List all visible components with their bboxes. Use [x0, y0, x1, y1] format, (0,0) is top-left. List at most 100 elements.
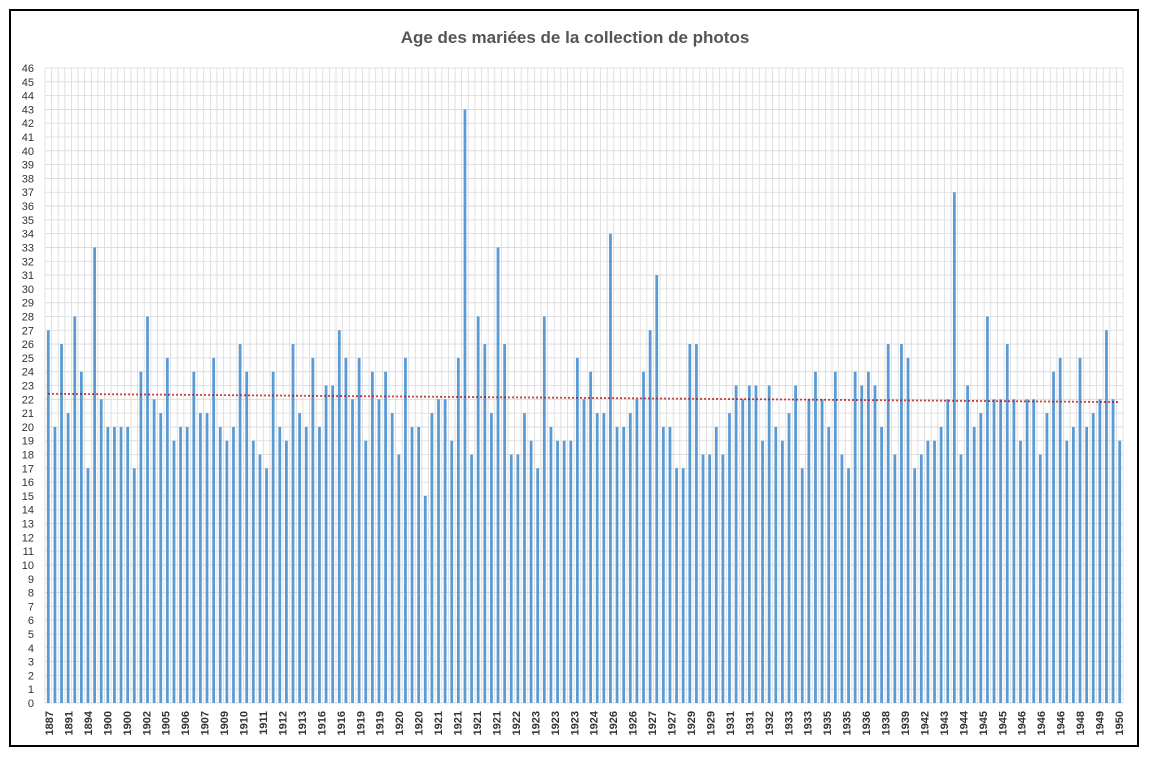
bar — [245, 371, 249, 703]
bar — [681, 468, 685, 703]
y-tick-label: 0 — [28, 698, 34, 710]
bar — [318, 426, 321, 703]
x-tick-label: 1919 — [355, 711, 367, 735]
x-tick-label: 1927 — [647, 711, 659, 735]
y-tick-label: 25 — [22, 353, 34, 365]
x-tick-label: 1929 — [686, 711, 698, 735]
y-tick-label: 28 — [22, 311, 34, 323]
bar — [1038, 454, 1042, 703]
bar — [1058, 357, 1062, 703]
x-axis-ticks: 1887 1891 1894 1900 1900 1902 1905 1906 1907 1909… — [44, 710, 1126, 735]
x-tick-label: 1920 — [394, 711, 406, 735]
x-tick-label: 1949 — [1095, 711, 1107, 735]
bar — [205, 413, 209, 703]
bar — [1105, 330, 1108, 703]
y-tick-label: 18 — [22, 450, 34, 462]
bar — [913, 468, 917, 703]
y-tick-label: 36 — [22, 201, 34, 213]
bar — [212, 357, 216, 703]
y-tick-label: 32 — [22, 256, 34, 268]
bar — [675, 468, 678, 703]
y-tick-label: 2 — [28, 670, 34, 682]
bar — [787, 413, 791, 703]
chart-title: Age des mariées de la collection de phot… — [400, 28, 750, 47]
x-tick-label: 1935 — [822, 711, 834, 735]
x-tick-label: 1921 — [472, 711, 484, 735]
y-tick-label: 26 — [22, 339, 34, 351]
y-tick-label: 12 — [22, 532, 34, 544]
bar — [688, 344, 692, 703]
y-tick-label: 30 — [22, 284, 34, 296]
bar — [1065, 440, 1069, 703]
bar — [906, 357, 910, 703]
x-tick-label: 1891 — [63, 711, 75, 735]
y-tick-label: 8 — [28, 588, 34, 600]
y-tick-label: 38 — [22, 173, 34, 185]
bar — [179, 426, 182, 703]
bar — [351, 399, 354, 703]
bar — [60, 344, 63, 703]
bar — [853, 371, 857, 703]
bar — [615, 426, 619, 703]
bar — [278, 426, 282, 703]
bar — [701, 454, 705, 703]
bar — [1032, 399, 1036, 703]
bar — [886, 344, 890, 703]
x-tick-label: 1910 — [239, 711, 251, 735]
bar — [1098, 399, 1102, 703]
y-tick-label: 29 — [22, 298, 34, 310]
bar — [992, 399, 996, 703]
x-tick-label: 1900 — [102, 711, 114, 735]
bar — [714, 426, 718, 703]
y-tick-label: 4 — [28, 643, 34, 655]
y-tick-label: 33 — [22, 242, 34, 254]
bar — [311, 357, 315, 703]
bar — [741, 399, 745, 703]
bar — [635, 399, 639, 703]
bar — [185, 426, 189, 703]
bar — [443, 399, 447, 703]
x-tick-label: 1933 — [803, 711, 815, 735]
bar — [99, 399, 103, 703]
bar — [304, 426, 308, 703]
bar — [271, 371, 275, 703]
x-tick-label: 1946 — [1017, 711, 1029, 735]
y-tick-label: 17 — [22, 463, 34, 475]
bar — [542, 316, 546, 703]
bar — [820, 399, 824, 703]
bar — [364, 440, 368, 703]
bar — [139, 371, 143, 703]
y-tick-label: 20 — [22, 422, 34, 434]
bar — [331, 385, 335, 703]
x-tick-label: 1931 — [725, 711, 737, 735]
bar — [549, 426, 553, 703]
bar — [456, 357, 460, 703]
y-tick-label: 27 — [22, 325, 34, 337]
bar — [423, 495, 427, 703]
bar — [840, 454, 844, 703]
bar — [106, 426, 110, 703]
bar — [509, 454, 513, 703]
bar — [172, 440, 176, 703]
y-axis-ticks: 0123456789101112131415161718192021222324… — [22, 63, 34, 710]
y-tick-label: 1 — [28, 684, 34, 696]
bar — [589, 371, 593, 703]
bar — [410, 426, 414, 703]
bar — [218, 426, 222, 703]
bar — [972, 426, 976, 703]
bar — [159, 413, 163, 703]
x-tick-label: 1922 — [511, 711, 523, 735]
bar — [225, 440, 229, 703]
x-tick-label: 1932 — [764, 711, 776, 735]
x-tick-label: 1900 — [122, 711, 134, 735]
bar — [569, 440, 573, 703]
bar — [119, 426, 123, 703]
bar — [503, 344, 507, 703]
bar — [1052, 371, 1055, 703]
bars — [46, 109, 1122, 704]
x-tick-label: 1887 — [44, 711, 56, 735]
bar — [628, 413, 632, 703]
bar — [622, 426, 626, 703]
bar — [483, 344, 487, 703]
